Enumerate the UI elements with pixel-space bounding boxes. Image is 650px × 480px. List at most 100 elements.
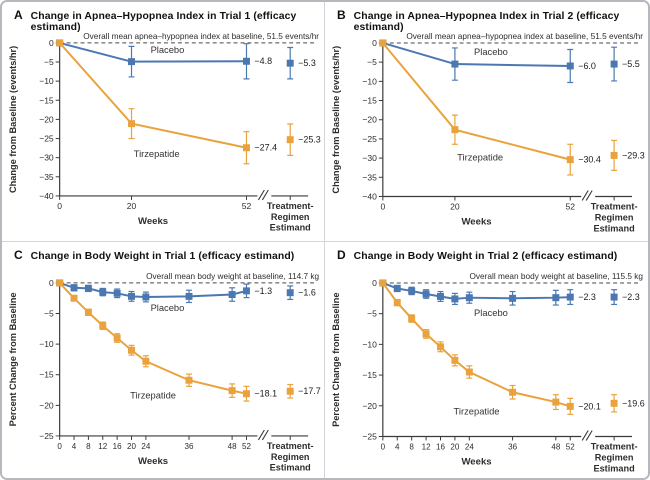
svg-text:−5.3: −5.3 [298,58,316,68]
svg-text:−10: −10 [39,76,54,86]
svg-text:20: 20 [127,442,136,451]
svg-text:4: 4 [395,443,400,452]
svg-text:12: 12 [422,443,431,452]
panel-c-title: C Change in Body Weight in Trial 1 (effi… [4,245,324,267]
svg-text:−1.6: −1.6 [298,288,316,298]
svg-text:−15: −15 [362,96,377,106]
svg-text:24: 24 [141,442,150,451]
chart-svg-D: Overall mean body weight at baseline, 11… [331,272,645,474]
svg-text:36: 36 [185,442,194,451]
panel-d-title: D Change in Body Weight in Trial 2 (effi… [327,245,648,267]
svg-text:−10: −10 [39,339,54,349]
svg-text:−2.3: −2.3 [578,292,596,302]
svg-text:−27.4: −27.4 [254,143,277,153]
panel-a-title-text: Change in Apnea–Hypopnea Index in Trial … [30,11,297,33]
svg-text:52: 52 [242,201,252,211]
tirzepatide-series: Tirzepatide −30.4 −29.3 [379,39,645,176]
svg-text:Treatment-: Treatment- [267,441,314,451]
svg-text:Regimen: Regimen [595,212,634,222]
tirzepatide-label: Tirzepatide [457,152,503,162]
tirzepatide-label: Tirzepatide [454,407,500,417]
svg-text:−10: −10 [362,340,377,350]
svg-text:−5: −5 [367,57,377,67]
panel-d-letter: D [337,248,346,263]
svg-text:−2.3: −2.3 [622,292,640,302]
svg-text:Estimand: Estimand [270,463,311,473]
svg-text:−5: −5 [44,57,54,67]
svg-text:52: 52 [565,201,575,211]
svg-text:20: 20 [450,201,460,211]
svg-text:−4.8: −4.8 [254,56,272,66]
svg-text:48: 48 [551,443,560,452]
panel-a-chart: Overall mean apnea–hypopnea index at bas… [4,27,324,241]
svg-text:8: 8 [409,443,414,452]
svg-text:−25.3: −25.3 [298,135,321,145]
svg-text:0: 0 [49,38,54,48]
svg-text:Estimand: Estimand [270,223,311,233]
panel-a-letter: A [14,8,23,22]
svg-text:−20: −20 [39,114,54,124]
svg-text:−35: −35 [362,172,377,182]
panel-b-title-text: Change in Apnea–Hypopnea Index in Trial … [353,11,620,33]
panel-c-letter: C [14,248,23,263]
svg-text:−19.6: −19.6 [622,399,645,409]
svg-text:−25: −25 [362,134,377,144]
panel-a-title: A Change in Apnea–Hypopnea Index in Tria… [4,5,324,33]
svg-text:Treatment-: Treatment- [591,442,638,452]
x-axis-label: Weeks [138,456,168,467]
svg-text:−5.5: −5.5 [622,59,640,69]
svg-text:−15: −15 [362,370,377,380]
panel-b-title: B Change in Apnea–Hypopnea Index in Tria… [327,5,648,33]
panel-c-title-text: Change in Body Weight in Trial 1 (effica… [30,251,295,263]
svg-text:0: 0 [372,38,377,48]
svg-text:Treatment-: Treatment- [591,201,638,211]
svg-text:−5: −5 [44,309,54,319]
baseline-note: Overall mean apnea–hypopnea index at bas… [83,32,319,41]
svg-text:Treatment-: Treatment- [267,201,314,211]
svg-text:Regimen: Regimen [271,452,310,462]
x-axis-label: Weeks [461,216,491,227]
tirzepatide-label: Tirzepatide [134,149,180,159]
chart-svg-B: Overall mean apnea–hypopnea index at bas… [331,32,645,233]
baseline-note: Overall mean body weight at baseline, 11… [146,272,319,281]
svg-text:0: 0 [57,442,62,451]
svg-text:−29.3: −29.3 [622,150,645,160]
svg-text:−5: −5 [367,309,377,319]
svg-text:−30.4: −30.4 [578,155,601,165]
svg-text:−40: −40 [39,191,54,201]
svg-text:−17.7: −17.7 [298,387,321,397]
svg-text:20: 20 [127,201,137,211]
chart-svg-A: Overall mean apnea–hypopnea index at bas… [8,32,321,233]
chart-svg-C: Overall mean body weight at baseline, 11… [8,272,321,473]
svg-text:−20.1: −20.1 [578,402,601,412]
baseline-note: Overall mean body weight at baseline, 11… [469,272,643,281]
svg-text:−10: −10 [362,76,377,86]
panel-d-chart: Overall mean body weight at baseline, 11… [327,267,648,478]
svg-text:12: 12 [98,442,107,451]
svg-text:20: 20 [450,443,459,452]
svg-text:−1.3: −1.3 [254,286,272,296]
svg-text:−20: −20 [362,401,377,411]
y-axis-label: Percent Change from Baseline [331,293,341,427]
svg-text:0: 0 [57,201,62,211]
svg-text:Estimand: Estimand [593,464,634,474]
tirzepatide-series: Tirzepatide −20.1 −19.6 [379,279,645,417]
panel-c-chart: Overall mean body weight at baseline, 11… [4,267,324,478]
svg-text:−20: −20 [39,401,54,411]
svg-text:−25: −25 [39,134,54,144]
x-axis-label: Weeks [461,457,491,468]
placebo-series: Placebo −2.3 −2.3 [379,279,640,318]
svg-text:0: 0 [49,278,54,288]
svg-text:36: 36 [508,443,517,452]
svg-text:−20: −20 [362,115,377,125]
panel-c: C Change in Body Weight in Trial 1 (effi… [2,242,325,478]
placebo-label: Placebo [151,45,185,55]
svg-text:8: 8 [86,442,91,451]
svg-text:−30: −30 [362,153,377,163]
placebo-series: Placebo −6.0 −5.5 [379,39,640,84]
svg-text:16: 16 [436,443,445,452]
tirzepatide-series: Tirzepatide −18.1 −17.7 [56,279,321,402]
x-axis-label: Weeks [138,216,168,227]
svg-text:−30: −30 [39,153,54,163]
svg-text:24: 24 [465,443,474,452]
